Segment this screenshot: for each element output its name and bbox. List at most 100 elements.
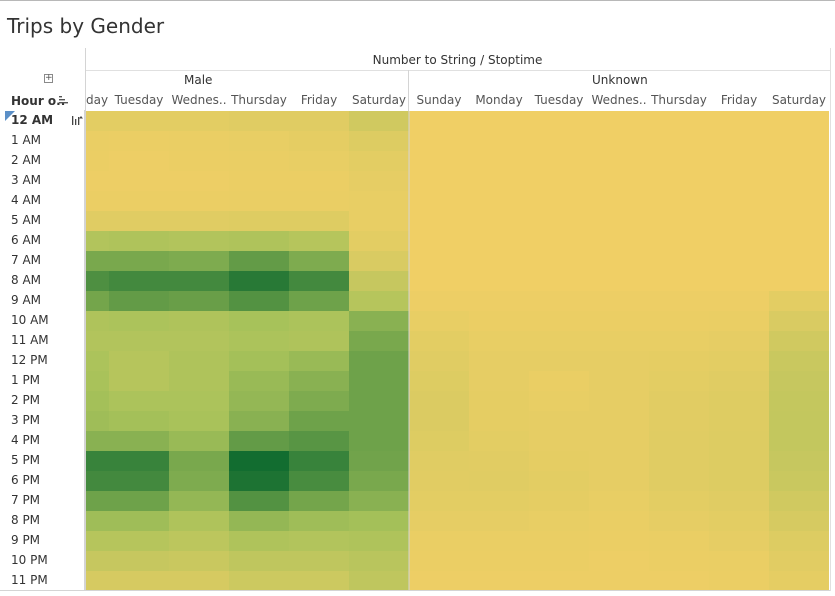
heatmap-cell[interactable] [649, 451, 709, 471]
heatmap-cell[interactable] [86, 531, 109, 551]
row-label[interactable]: 2 AM [11, 153, 42, 167]
heatmap-cell[interactable] [409, 271, 469, 291]
heatmap-cell[interactable] [649, 131, 709, 151]
row-label[interactable]: 3 AM [11, 173, 42, 187]
heatmap-cell[interactable] [529, 451, 589, 471]
heatmap-cell[interactable] [289, 471, 349, 491]
heatmap-cell[interactable] [529, 271, 589, 291]
heatmap-cell[interactable] [589, 391, 649, 411]
heatmap-cell[interactable] [349, 151, 409, 171]
heatmap-cell[interactable] [769, 531, 829, 551]
row-label[interactable]: 8 AM [11, 273, 42, 287]
heatmap-cell[interactable] [769, 551, 829, 571]
heatmap-cell[interactable] [349, 111, 409, 131]
heatmap-cell[interactable] [109, 331, 169, 351]
heatmap-cell[interactable] [169, 531, 229, 551]
heatmap-cell[interactable] [349, 311, 409, 331]
row-label[interactable]: 2 PM [11, 393, 41, 407]
heatmap-cell[interactable] [469, 331, 529, 351]
heatmap-cell[interactable] [169, 451, 229, 471]
heatmap-cell[interactable] [229, 331, 289, 351]
heatmap-cell[interactable] [589, 311, 649, 331]
heatmap-cell[interactable] [469, 491, 529, 511]
heatmap-cell[interactable] [109, 531, 169, 551]
heatmap-cell[interactable] [769, 491, 829, 511]
heatmap-cell[interactable] [349, 451, 409, 471]
heatmap-cell[interactable] [289, 271, 349, 291]
heatmap-cell[interactable] [469, 511, 529, 531]
heatmap-cell[interactable] [709, 511, 769, 531]
heatmap-cell[interactable] [649, 271, 709, 291]
heatmap-cell[interactable] [409, 311, 469, 331]
heatmap-cell[interactable] [709, 471, 769, 491]
heatmap-cell[interactable] [469, 151, 529, 171]
heatmap-cell[interactable] [349, 411, 409, 431]
heatmap-cell[interactable] [289, 211, 349, 231]
heatmap-cell[interactable] [169, 151, 229, 171]
heatmap-cell[interactable] [589, 531, 649, 551]
heatmap-cell[interactable] [109, 551, 169, 571]
column-label[interactable]: Wednes.. [591, 93, 647, 107]
heatmap-cell[interactable] [409, 131, 469, 151]
heatmap-cell[interactable] [529, 531, 589, 551]
heatmap-cell[interactable] [769, 231, 829, 251]
row-label[interactable]: 10 PM [11, 553, 48, 567]
heatmap-cell[interactable] [169, 391, 229, 411]
heatmap-cell[interactable] [709, 291, 769, 311]
heatmap-cell[interactable] [529, 131, 589, 151]
heatmap-cell[interactable] [769, 571, 829, 591]
heatmap-cell[interactable] [349, 291, 409, 311]
heatmap-cell[interactable] [589, 191, 649, 211]
heatmap-cell[interactable] [769, 191, 829, 211]
expand-plus-icon[interactable]: + [44, 73, 53, 83]
heatmap-cell[interactable] [589, 111, 649, 131]
heatmap-cell[interactable] [649, 191, 709, 211]
heatmap-cell[interactable] [649, 571, 709, 591]
heatmap-cell[interactable] [649, 171, 709, 191]
heatmap-cell[interactable] [109, 451, 169, 471]
heatmap-cell[interactable] [169, 371, 229, 391]
heatmap-cell[interactable] [469, 431, 529, 451]
heatmap-cell[interactable] [169, 431, 229, 451]
heatmap-cell[interactable] [589, 551, 649, 571]
column-label[interactable]: day [86, 93, 109, 107]
heatmap-cell[interactable] [649, 471, 709, 491]
heatmap-cell[interactable] [649, 351, 709, 371]
heatmap-cell[interactable] [589, 251, 649, 271]
heatmap-cell[interactable] [409, 211, 469, 231]
heatmap-cell[interactable] [409, 251, 469, 271]
heatmap-cell[interactable] [589, 451, 649, 471]
heatmap-cell[interactable] [86, 191, 109, 211]
heatmap-cell[interactable] [529, 491, 589, 511]
heatmap-cell[interactable] [589, 211, 649, 231]
heatmap-cell[interactable] [589, 471, 649, 491]
heatmap-cell[interactable] [529, 411, 589, 431]
heatmap-cell[interactable] [86, 411, 109, 431]
heatmap-cell[interactable] [769, 331, 829, 351]
heatmap-cell[interactable] [289, 151, 349, 171]
heatmap-cell[interactable] [769, 391, 829, 411]
heatmap-cell[interactable] [709, 251, 769, 271]
heatmap-cell[interactable] [709, 271, 769, 291]
heatmap-cell[interactable] [109, 411, 169, 431]
heatmap-cell[interactable] [229, 471, 289, 491]
heatmap-cell[interactable] [289, 111, 349, 131]
heatmap-cell[interactable] [86, 271, 109, 291]
heatmap-cell[interactable] [169, 191, 229, 211]
heatmap-cell[interactable] [469, 311, 529, 331]
heatmap-cell[interactable] [289, 191, 349, 211]
heatmap-cell[interactable] [649, 391, 709, 411]
heatmap-cell[interactable] [289, 171, 349, 191]
heatmap-cell[interactable] [109, 311, 169, 331]
row-label[interactable]: 4 PM [11, 433, 41, 447]
heatmap-cell[interactable] [169, 291, 229, 311]
heatmap-cell[interactable] [649, 551, 709, 571]
heatmap-cell[interactable] [229, 371, 289, 391]
heatmap-cell[interactable] [529, 551, 589, 571]
column-label[interactable]: Thursday [651, 93, 707, 107]
heatmap-cell[interactable] [589, 431, 649, 451]
heatmap-cell[interactable] [229, 491, 289, 511]
heatmap-cell[interactable] [589, 131, 649, 151]
heatmap-cell[interactable] [649, 211, 709, 231]
heatmap-cell[interactable] [86, 511, 109, 531]
